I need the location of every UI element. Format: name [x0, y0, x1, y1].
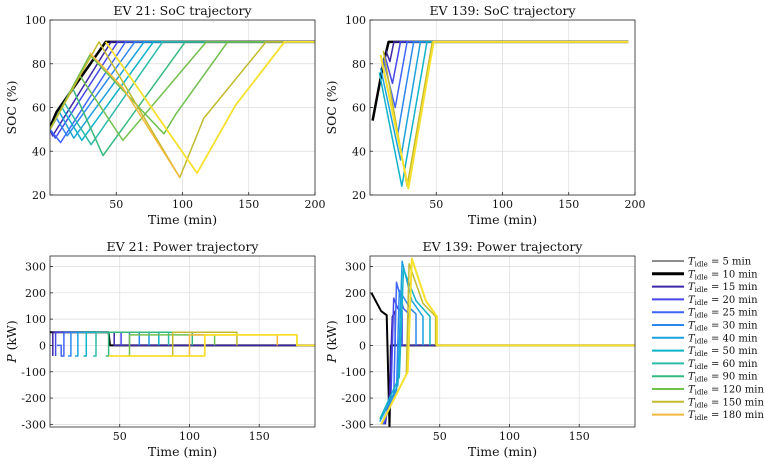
x-axis-label: Time (min) — [468, 212, 537, 227]
y-axis-label: P (kW) — [324, 320, 339, 364]
chart-title: EV 21: Power trajectory — [106, 239, 259, 254]
x-tick-label: 100 — [499, 430, 520, 443]
legend-box — [645, 251, 761, 425]
y-tick-label: 60 — [352, 102, 366, 115]
legend-label: Tidle = 60 min — [688, 359, 758, 371]
legend-label: Tidle = 5 min — [688, 257, 752, 269]
x-tick-label: 50 — [433, 430, 447, 443]
x-tick-label: 150 — [569, 430, 590, 443]
x-tick-label: 50 — [429, 198, 443, 211]
plot-area — [370, 256, 635, 427]
x-axis-label: Time (min) — [148, 212, 217, 227]
y-tick-label: 100 — [345, 313, 366, 326]
series-line-11 — [50, 41, 315, 135]
y-tick-label: -100 — [21, 366, 46, 379]
chart-panel-1: 50 100 150 200 20 40 60 80 100 EV 21: SoC traject… — [4, 3, 326, 227]
y-tick-label: -200 — [341, 392, 366, 405]
y-tick-label: 0 — [359, 339, 366, 352]
y-tick-label: -200 — [21, 392, 46, 405]
y-tick-label: 40 — [352, 145, 366, 158]
legend-label: Tidle = 40 min — [688, 333, 758, 345]
chart-title: EV 139: SoC trajectory — [429, 3, 576, 18]
x-tick-label: 200 — [305, 198, 326, 211]
y-axis-label: P (kW) — [4, 320, 19, 364]
series-line-13 — [108, 333, 315, 357]
y-tick-label: 200 — [345, 287, 366, 300]
y-tick-label: -300 — [21, 418, 46, 431]
chart-panel-4: 50 100 150 -300 -200 -100 0 100 200 300 EV 139: Po… — [324, 239, 636, 459]
y-axis-label: SOC (%) — [324, 81, 339, 135]
legend-label: Tidle = 150 min — [688, 397, 764, 409]
legend-label: Tidle = 50 min — [688, 346, 758, 358]
x-tick-label: 200 — [625, 198, 646, 211]
series-line-6 — [75, 331, 150, 357]
x-tick-label: 150 — [558, 198, 579, 211]
legend-label: Tidle = 90 min — [688, 372, 758, 384]
x-tick-label: 100 — [172, 198, 193, 211]
series-line-8 — [93, 331, 170, 357]
y-axis-label: SOC (%) — [4, 81, 19, 135]
series-line-7 — [379, 268, 431, 420]
y-tick-label: 200 — [25, 287, 46, 300]
x-tick-label: 50 — [113, 430, 127, 443]
y-tick-label: -300 — [341, 418, 366, 431]
legend-label: Tidle = 15 min — [688, 282, 758, 294]
legend-label: Tidle = 25 min — [688, 308, 758, 320]
y-tick-label: 0 — [39, 339, 46, 352]
legend-label: Tidle = 10 min — [688, 269, 758, 281]
series-line-9 — [105, 331, 194, 357]
chart-panel-2: 50 100 150 200 20 40 60 80 100 EV 139: SoC trajec… — [324, 3, 646, 227]
legend-label: Tidle = 30 min — [688, 321, 758, 333]
series-line-7 — [83, 331, 160, 357]
series-line-12 — [50, 41, 315, 179]
series-line-6 — [379, 260, 424, 423]
plot-area — [50, 256, 315, 427]
y-tick-label: 80 — [32, 58, 46, 71]
x-tick-label: 150 — [249, 430, 270, 443]
x-tick-label: 100 — [492, 198, 513, 211]
x-axis-label: Time (min) — [148, 444, 217, 459]
x-tick-label: 150 — [238, 198, 259, 211]
y-tick-label: 20 — [32, 189, 46, 202]
y-tick-label: 100 — [345, 14, 366, 27]
y-tick-label: 100 — [25, 313, 46, 326]
series-line-9 — [379, 40, 629, 190]
x-tick-label: 50 — [109, 198, 123, 211]
y-tick-label: -100 — [341, 366, 366, 379]
y-tick-label: 300 — [25, 261, 46, 274]
legend-label: Tidle = 20 min — [688, 295, 758, 307]
y-tick-label: 60 — [32, 102, 46, 115]
y-tick-label: 40 — [32, 145, 46, 158]
x-axis-label: Time (min) — [468, 444, 537, 459]
legend-label: Tidle = 180 min — [688, 410, 764, 422]
chart-title: EV 21: SoC trajectory — [113, 3, 252, 18]
y-tick-label: 300 — [345, 261, 366, 274]
series-line-9 — [380, 257, 635, 425]
x-tick-label: 100 — [179, 430, 200, 443]
axes-box — [49, 255, 316, 428]
chart-title: EV 139: Power trajectory — [423, 239, 584, 254]
legend-label: Tidle = 120 min — [688, 385, 764, 397]
y-tick-label: 20 — [352, 189, 366, 202]
y-tick-label: 80 — [352, 58, 366, 71]
series-line-13 — [89, 52, 181, 178]
chart-panel-3: 50 100 150 -300 -200 -100 0 100 200 300 EV 21: Pow… — [4, 239, 316, 459]
series-line-14 — [104, 41, 315, 175]
series-line-5 — [68, 331, 141, 357]
series-line-5 — [380, 289, 417, 425]
axes-box — [369, 255, 636, 428]
y-tick-label: 100 — [25, 14, 46, 27]
